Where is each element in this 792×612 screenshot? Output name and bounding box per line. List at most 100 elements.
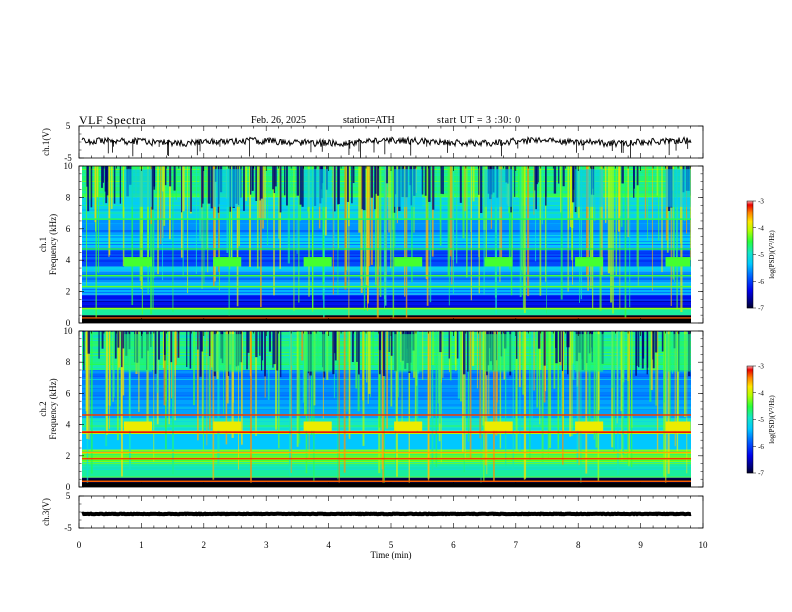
y-tick-label: -5 <box>64 153 72 163</box>
colorbar-step <box>747 220 753 222</box>
colorbar-step <box>747 452 753 454</box>
sferic-streak <box>452 166 454 260</box>
colorbar-step <box>747 386 753 388</box>
colorbar-step <box>747 228 753 230</box>
sferic-streak <box>105 331 109 435</box>
sferic-streak <box>560 331 563 422</box>
colorbar-step <box>747 249 753 251</box>
sferic-streak <box>404 166 406 297</box>
sferic-streak <box>537 331 540 367</box>
colorbar-step <box>747 243 753 245</box>
spectrogram-gap <box>299 166 302 205</box>
sferic-streak <box>378 331 381 428</box>
station-label: station=ATH <box>343 115 395 126</box>
colorbar-step <box>747 448 753 450</box>
sferic-streak <box>447 166 450 277</box>
colorbar-step <box>747 279 753 281</box>
colorbar-step <box>747 294 753 296</box>
spectrogram-gap <box>334 331 337 361</box>
colorbar-tick-label: -3 <box>758 198 764 206</box>
sferic-streak <box>206 331 208 446</box>
sferic-streak <box>521 166 523 271</box>
spectrogram-gap <box>169 166 172 187</box>
sferic-streak <box>591 166 594 310</box>
colorbar-step <box>747 391 753 393</box>
y-axis-label: Frequency (kHz) <box>48 214 58 275</box>
sferic-streak <box>547 331 549 459</box>
sferic-streak <box>437 331 439 404</box>
spectrogram-gap <box>208 331 211 357</box>
spectrogram-gap <box>249 166 252 195</box>
sferic-streak <box>248 166 252 267</box>
sferic-streak <box>505 331 507 467</box>
sferic-streak <box>201 166 203 289</box>
colorbar-step <box>747 385 753 387</box>
sferic-streak <box>367 331 369 404</box>
colorbar-step <box>747 424 753 426</box>
spectrogram-gap <box>273 166 276 194</box>
sferic-streak <box>449 331 452 381</box>
sferic-streak <box>346 331 348 412</box>
y-tick-label: 4 <box>66 255 71 265</box>
sferic-streak <box>161 166 164 281</box>
sferic-streak <box>617 166 621 232</box>
colorbar-step <box>747 260 753 262</box>
sferic-streak <box>469 331 472 460</box>
colorbar-step <box>747 210 753 212</box>
colorbar-step <box>747 471 753 473</box>
spectrogram-gap <box>201 166 204 204</box>
spectrogram-line <box>82 466 691 467</box>
sferic-streak <box>311 166 314 312</box>
colorbar-step <box>747 225 753 227</box>
sferic-streak <box>241 331 243 445</box>
colorbar-step <box>747 375 753 377</box>
sferic-streak <box>650 331 653 391</box>
narrowband-line <box>82 248 691 250</box>
colorbar-step <box>747 216 753 218</box>
sferic-streak <box>593 331 595 440</box>
sferic-streak <box>649 331 652 402</box>
colorbar-step <box>747 291 753 293</box>
colorbar-step <box>747 258 753 260</box>
colorbar-step <box>747 456 753 458</box>
spectrogram-gap <box>448 331 450 359</box>
spectrogram-gap <box>558 166 560 184</box>
sferic-streak <box>86 331 89 439</box>
sferic-streak <box>670 166 672 306</box>
sferic-streak <box>346 166 348 271</box>
colorbar-step <box>747 207 753 209</box>
spectrogram-gap <box>638 331 640 368</box>
sferic-streak <box>391 166 393 277</box>
sferic-streak <box>249 331 252 483</box>
colorbar-step <box>747 290 753 292</box>
sferic-streak <box>296 166 298 254</box>
spectrogram-gap <box>259 166 261 201</box>
colorbar-step <box>747 259 753 261</box>
transmitter-block <box>575 257 604 267</box>
sferic-streak <box>536 331 539 408</box>
spectrogram-gap <box>633 166 635 198</box>
colorbar-step <box>747 378 753 380</box>
sferic-streak <box>470 166 471 233</box>
colorbar-step <box>747 218 753 220</box>
sferic-streak <box>483 331 485 483</box>
sferic-streak <box>376 166 379 318</box>
sferic-streak <box>193 331 195 406</box>
sferic-streak <box>431 331 434 470</box>
sferic-streak <box>267 331 270 400</box>
spectrogram-gap <box>177 331 180 358</box>
spectrogram-gap <box>170 331 173 363</box>
transmitter-block <box>394 257 423 267</box>
sferic-streak <box>510 166 513 296</box>
sferic-streak <box>560 166 563 300</box>
spectrogram-line <box>82 479 691 481</box>
sferic-streak <box>527 166 530 297</box>
sferic-streak <box>172 166 174 312</box>
colorbar-step <box>747 373 753 375</box>
sferic-streak <box>588 331 591 422</box>
sferic-streak <box>523 166 526 313</box>
transmitter-block <box>303 169 332 207</box>
colorbar-step <box>747 415 753 417</box>
spectrogram-line <box>82 305 691 307</box>
sferic-streak <box>405 166 408 321</box>
